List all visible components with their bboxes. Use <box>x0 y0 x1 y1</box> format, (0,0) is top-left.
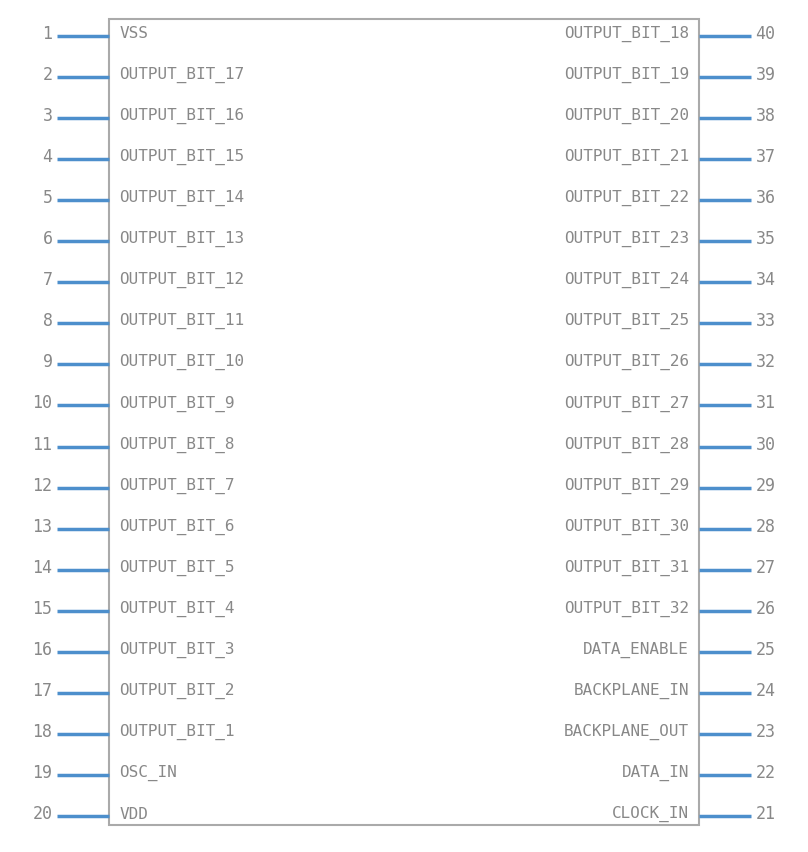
Text: OUTPUT_BIT_21: OUTPUT_BIT_21 <box>564 149 689 165</box>
Text: 1: 1 <box>43 25 53 43</box>
Text: OUTPUT_BIT_28: OUTPUT_BIT_28 <box>564 436 689 452</box>
Text: 11: 11 <box>32 435 53 453</box>
Text: OUTPUT_BIT_30: OUTPUT_BIT_30 <box>564 519 689 535</box>
Text: 38: 38 <box>755 107 776 125</box>
Text: OUTPUT_BIT_22: OUTPUT_BIT_22 <box>564 190 689 206</box>
Text: 29: 29 <box>755 476 776 495</box>
Text: 16: 16 <box>32 641 53 659</box>
Text: 28: 28 <box>755 518 776 536</box>
Text: OUTPUT_BIT_19: OUTPUT_BIT_19 <box>564 66 689 83</box>
Text: OUTPUT_BIT_15: OUTPUT_BIT_15 <box>119 149 244 165</box>
Text: OUTPUT_BIT_25: OUTPUT_BIT_25 <box>564 314 689 330</box>
Text: 4: 4 <box>43 148 53 166</box>
Text: 21: 21 <box>755 805 776 823</box>
Text: 27: 27 <box>755 559 776 577</box>
Text: OUTPUT_BIT_2: OUTPUT_BIT_2 <box>119 683 234 699</box>
Text: 36: 36 <box>755 189 776 207</box>
Text: OUTPUT_BIT_4: OUTPUT_BIT_4 <box>119 601 234 617</box>
Text: 24: 24 <box>755 682 776 700</box>
Bar <box>109 19 699 825</box>
Text: 5: 5 <box>43 189 53 207</box>
Text: 34: 34 <box>755 271 776 289</box>
Text: OUTPUT_BIT_7: OUTPUT_BIT_7 <box>119 477 234 493</box>
Text: 2: 2 <box>43 66 53 83</box>
Text: 14: 14 <box>32 559 53 577</box>
Text: 19: 19 <box>32 764 53 782</box>
Text: 26: 26 <box>755 600 776 618</box>
Text: OUTPUT_BIT_29: OUTPUT_BIT_29 <box>564 477 689 493</box>
Text: OUTPUT_BIT_8: OUTPUT_BIT_8 <box>119 436 234 452</box>
Text: BACKPLANE_OUT: BACKPLANE_OUT <box>564 724 689 740</box>
Text: 30: 30 <box>755 435 776 453</box>
Text: DATA_IN: DATA_IN <box>621 765 689 781</box>
Text: CLOCK_IN: CLOCK_IN <box>612 806 689 822</box>
Text: 39: 39 <box>755 66 776 83</box>
Text: OUTPUT_BIT_27: OUTPUT_BIT_27 <box>564 395 689 412</box>
Text: 35: 35 <box>755 230 776 248</box>
Text: OUTPUT_BIT_31: OUTPUT_BIT_31 <box>564 560 689 576</box>
Text: 33: 33 <box>755 313 776 331</box>
Text: DATA_ENABLE: DATA_ENABLE <box>583 642 689 658</box>
Text: OUTPUT_BIT_26: OUTPUT_BIT_26 <box>564 354 689 371</box>
Text: 7: 7 <box>43 271 53 289</box>
Text: 37: 37 <box>755 148 776 166</box>
Text: OUTPUT_BIT_10: OUTPUT_BIT_10 <box>119 354 244 371</box>
Text: 15: 15 <box>32 600 53 618</box>
Text: OUTPUT_BIT_20: OUTPUT_BIT_20 <box>564 108 689 124</box>
Text: OUTPUT_BIT_1: OUTPUT_BIT_1 <box>119 724 234 740</box>
Text: OUTPUT_BIT_3: OUTPUT_BIT_3 <box>119 642 234 658</box>
Text: OUTPUT_BIT_12: OUTPUT_BIT_12 <box>119 272 244 288</box>
Text: OSC_IN: OSC_IN <box>119 765 177 781</box>
Text: OUTPUT_BIT_13: OUTPUT_BIT_13 <box>119 231 244 247</box>
Text: OUTPUT_BIT_11: OUTPUT_BIT_11 <box>119 314 244 330</box>
Text: 12: 12 <box>32 476 53 495</box>
Text: VDD: VDD <box>119 807 148 821</box>
Text: 3: 3 <box>43 107 53 125</box>
Text: 6: 6 <box>43 230 53 248</box>
Text: OUTPUT_BIT_17: OUTPUT_BIT_17 <box>119 66 244 83</box>
Text: 20: 20 <box>32 805 53 823</box>
Text: 8: 8 <box>43 313 53 331</box>
Text: BACKPLANE_IN: BACKPLANE_IN <box>574 683 689 699</box>
Text: VSS: VSS <box>119 26 148 41</box>
Text: 23: 23 <box>755 723 776 741</box>
Text: 40: 40 <box>755 25 776 43</box>
Text: 22: 22 <box>755 764 776 782</box>
Text: 32: 32 <box>755 354 776 371</box>
Text: OUTPUT_BIT_18: OUTPUT_BIT_18 <box>564 26 689 42</box>
Text: OUTPUT_BIT_16: OUTPUT_BIT_16 <box>119 108 244 124</box>
Text: OUTPUT_BIT_14: OUTPUT_BIT_14 <box>119 190 244 206</box>
Text: 25: 25 <box>755 641 776 659</box>
Text: 13: 13 <box>32 518 53 536</box>
Text: OUTPUT_BIT_9: OUTPUT_BIT_9 <box>119 395 234 412</box>
Text: OUTPUT_BIT_6: OUTPUT_BIT_6 <box>119 519 234 535</box>
Text: 9: 9 <box>43 354 53 371</box>
Text: OUTPUT_BIT_32: OUTPUT_BIT_32 <box>564 601 689 617</box>
Text: 31: 31 <box>755 394 776 412</box>
Text: 17: 17 <box>32 682 53 700</box>
Text: 18: 18 <box>32 723 53 741</box>
Text: OUTPUT_BIT_23: OUTPUT_BIT_23 <box>564 231 689 247</box>
Text: OUTPUT_BIT_24: OUTPUT_BIT_24 <box>564 272 689 288</box>
Text: OUTPUT_BIT_5: OUTPUT_BIT_5 <box>119 560 234 576</box>
Text: 10: 10 <box>32 394 53 412</box>
